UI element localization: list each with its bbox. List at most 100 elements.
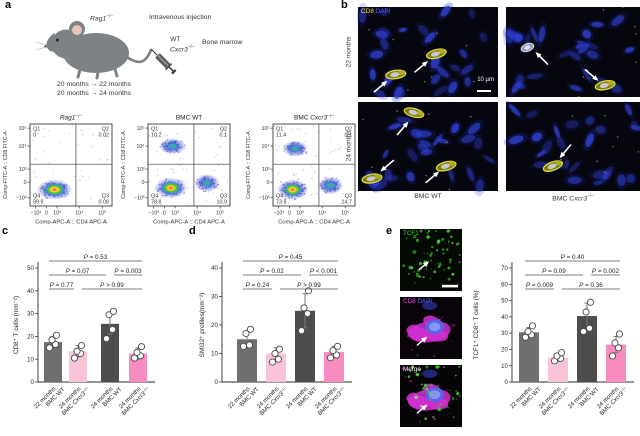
injection-schematic bbox=[35, 21, 177, 80]
svg-text:10: 10 bbox=[211, 352, 218, 358]
flow-plot-bmc-wt: BMC WT 10⁵ 10⁴ 10³ 0 −10³ −10³ 0 10³ 10⁴ 10⁵ Comp-A… bbox=[121, 115, 231, 226]
cd8-dapi-stain-label: CD8 DAPI bbox=[403, 298, 433, 305]
svg-text:10⁵: 10⁵ bbox=[341, 211, 349, 217]
svg-text:10³: 10³ bbox=[262, 167, 270, 173]
svg-text:−10³: −10³ bbox=[273, 211, 284, 217]
syringe-icon bbox=[150, 48, 177, 75]
svg-text:−10³: −10³ bbox=[30, 211, 41, 217]
svg-text:40: 40 bbox=[27, 289, 34, 295]
svg-text:20: 20 bbox=[27, 335, 34, 341]
mouse-eye bbox=[56, 38, 59, 42]
timeline-24: 20 months → 24 months bbox=[57, 90, 132, 97]
svg-text:99.9: 99.9 bbox=[33, 200, 44, 206]
svg-text:10.2: 10.2 bbox=[151, 133, 162, 139]
svg-text:10³: 10³ bbox=[137, 167, 145, 173]
svg-text:10³: 10³ bbox=[171, 211, 179, 217]
micro-image-cd8-dapi bbox=[400, 297, 462, 359]
svg-text:−10³: −10³ bbox=[259, 196, 270, 202]
scale-bar-label: 10 µm bbox=[477, 77, 494, 83]
svg-text:10.9: 10.9 bbox=[217, 200, 228, 206]
svg-text:0: 0 bbox=[267, 180, 270, 186]
svg-text:Comp-FITC-A :: CD8 FITC-A: Comp-FITC-A :: CD8 FITC-A bbox=[246, 131, 252, 199]
svg-text:Q3: Q3 bbox=[102, 194, 109, 200]
svg-text:Q1: Q1 bbox=[151, 127, 158, 133]
svg-text:40: 40 bbox=[501, 315, 508, 321]
svg-text:P = 0.77: P = 0.77 bbox=[50, 282, 74, 289]
svg-text:0.08: 0.08 bbox=[99, 200, 110, 206]
svg-text:0.1: 0.1 bbox=[345, 133, 353, 139]
b-col-label-cxcr3: BMC Cxcr3−/− bbox=[552, 193, 594, 203]
svg-text:10⁵: 10⁵ bbox=[98, 211, 106, 217]
panel-e-label: e bbox=[386, 225, 393, 237]
svg-text:10⁴: 10⁴ bbox=[19, 144, 27, 150]
svg-text:10: 10 bbox=[27, 357, 34, 363]
svg-text:30: 30 bbox=[211, 295, 218, 301]
tcf1-stain-label: TCF1 bbox=[403, 230, 419, 237]
svg-text:Q4: Q4 bbox=[33, 194, 40, 200]
svg-text:14.7: 14.7 bbox=[342, 200, 353, 206]
graft-wt-label: WT bbox=[170, 36, 181, 43]
svg-text:30: 30 bbox=[501, 331, 508, 337]
panel-a-label: a bbox=[5, 0, 12, 11]
flow-plot-rag1: Rag1−/− 10⁵ 10⁴ 10³ 0 −10³ −10³ 0 10³ 10⁴ 10⁵ Comp-… bbox=[3, 113, 113, 226]
injection-label: Intravenous injection bbox=[149, 14, 212, 21]
svg-text:10⁵: 10⁵ bbox=[262, 126, 270, 132]
micro-image-tcf1 bbox=[400, 228, 462, 291]
svg-text:24 monthsBMC WT: 24 monthsBMC WT bbox=[567, 382, 600, 415]
svg-text:0: 0 bbox=[33, 133, 36, 139]
flow-plot-bmc-cxcr3: BMC Cxcr3−/− 10⁵ 10⁴ 10³ 0 −10³ −10³ 0 10³ 10⁴ 10⁵… bbox=[246, 113, 356, 226]
svg-text:22 monthsBMC WT: 22 monthsBMC WT bbox=[227, 382, 260, 415]
graft-ko-label: Cxcr3−/− bbox=[170, 44, 195, 54]
svg-text:24 monthsBMC WT: 24 monthsBMC WT bbox=[285, 382, 318, 415]
svg-text:10⁵: 10⁵ bbox=[216, 211, 224, 217]
svg-text:BMC Cxcr3−/−: BMC Cxcr3−/− bbox=[294, 113, 334, 121]
svg-text:50: 50 bbox=[501, 299, 508, 305]
svg-text:Q4: Q4 bbox=[276, 194, 283, 200]
svg-text:P > 0.99: P > 0.99 bbox=[100, 282, 124, 289]
svg-text:10⁴: 10⁴ bbox=[262, 144, 270, 150]
bone-marrow-label: Bone marrow bbox=[202, 39, 243, 46]
svg-text:0: 0 bbox=[30, 380, 34, 386]
svg-text:P = 0.40: P = 0.40 bbox=[561, 254, 585, 261]
svg-text:P = 0.24: P = 0.24 bbox=[246, 282, 270, 289]
svg-text:50: 50 bbox=[27, 266, 34, 272]
svg-text:P = 0.003: P = 0.003 bbox=[114, 268, 142, 275]
mouse-genotype-label: Rag1−/− bbox=[90, 13, 113, 23]
mouse-ear-inner bbox=[72, 25, 82, 35]
svg-text:Rag1−/−: Rag1−/− bbox=[60, 113, 83, 121]
svg-text:CD8⁺ T cells (mm⁻²): CD8⁺ T cells (mm⁻²) bbox=[13, 296, 20, 354]
svg-text:0: 0 bbox=[24, 180, 27, 186]
svg-text:−10³: −10³ bbox=[134, 196, 145, 202]
svg-text:Comp-APC-A :: CD4 APC-A: Comp-APC-A :: CD4 APC-A bbox=[153, 220, 225, 226]
mouse-tail bbox=[125, 48, 153, 64]
svg-text:P < 0.001: P < 0.001 bbox=[310, 268, 338, 275]
micro-image-22mo-bmc-wt bbox=[356, 2, 498, 103]
chart-smi32-profiles: 0 10 20 30 40 SMI32⁺ profiles(mm⁻²) 22 monthsB… bbox=[199, 254, 352, 417]
svg-text:−10³: −10³ bbox=[148, 211, 159, 217]
panel-b-label: b bbox=[341, 0, 348, 11]
svg-text:Q3: Q3 bbox=[345, 194, 352, 200]
svg-text:P = 0.53: P = 0.53 bbox=[84, 254, 108, 261]
panel-c-label: c bbox=[2, 225, 9, 237]
micro-image-22mo-bmc-cxcr3 bbox=[502, 6, 640, 98]
svg-text:60: 60 bbox=[501, 282, 508, 288]
svg-text:0: 0 bbox=[142, 180, 145, 186]
svg-text:0.1: 0.1 bbox=[220, 133, 228, 139]
svg-text:24 monthsBMC Cxcr3−/−: 24 monthsBMC Cxcr3−/− bbox=[536, 382, 571, 417]
svg-text:10: 10 bbox=[501, 364, 508, 370]
b-row-label-24mo: 24 months bbox=[345, 130, 353, 162]
svg-text:Q4: Q4 bbox=[151, 194, 158, 200]
scale-bar bbox=[477, 90, 491, 93]
svg-text:0.02: 0.02 bbox=[99, 133, 110, 139]
svg-text:20: 20 bbox=[501, 348, 508, 354]
svg-text:10³: 10³ bbox=[53, 211, 61, 217]
panel-d-label: d bbox=[189, 225, 196, 237]
svg-text:Q1: Q1 bbox=[33, 127, 40, 133]
svg-text:Q2: Q2 bbox=[102, 127, 109, 133]
svg-text:0: 0 bbox=[45, 211, 48, 217]
svg-text:11.4: 11.4 bbox=[276, 133, 286, 139]
svg-text:P = 0.45: P = 0.45 bbox=[279, 254, 303, 261]
svg-text:P > 0.99: P > 0.99 bbox=[297, 282, 321, 289]
